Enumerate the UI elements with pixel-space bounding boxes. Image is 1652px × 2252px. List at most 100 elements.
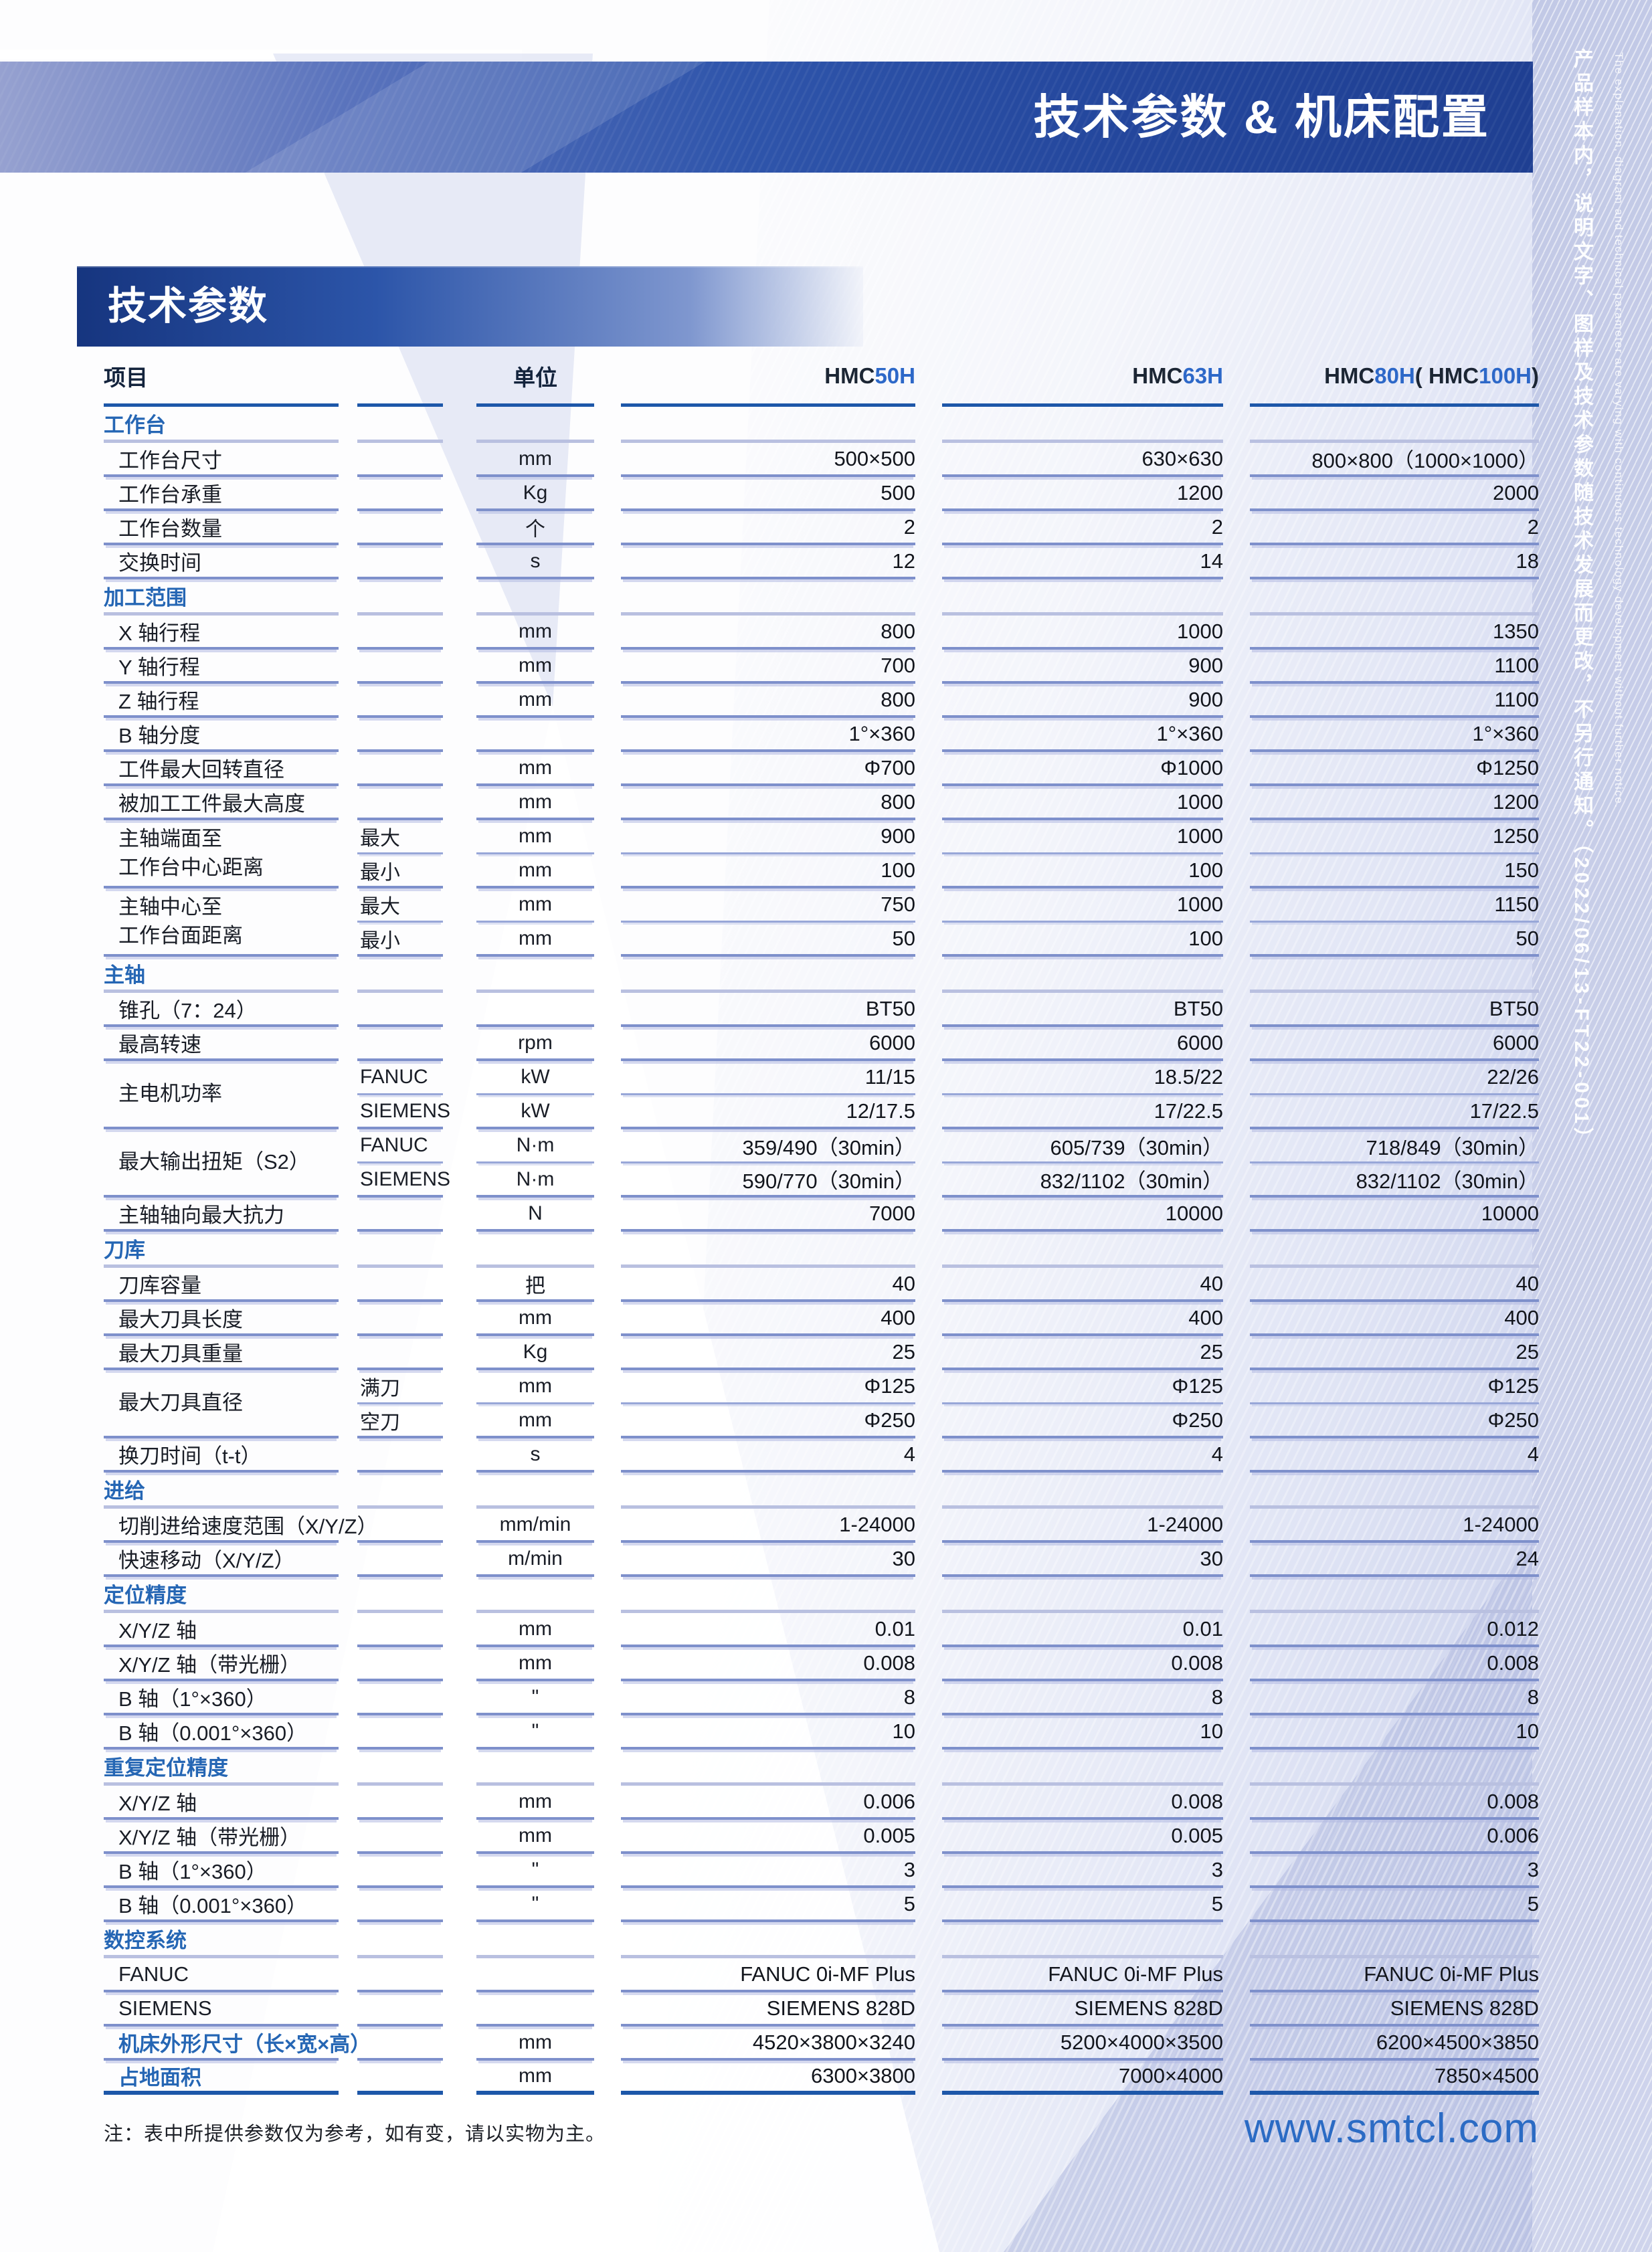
row-unit: N·m xyxy=(476,1129,594,1163)
table-row: 工作台承重 Kg 500 1200 2000 xyxy=(104,477,1539,511)
row-label: B 轴（1°×360） xyxy=(104,1854,339,1888)
row-value: 4520×3800×3240 xyxy=(621,2027,915,2061)
row-value: 5 xyxy=(1250,1888,1539,1922)
column-gap xyxy=(915,1336,942,1370)
row-label-line: 工作台面距离 xyxy=(118,924,243,947)
column-gap xyxy=(1223,1786,1250,1820)
row-sublabel xyxy=(357,1302,443,1336)
section-row: 数控系统 xyxy=(104,1922,1539,1958)
row-value: 605/739（30min） xyxy=(942,1129,1223,1163)
row-label: 刀库容量 xyxy=(104,1268,339,1302)
column-gap xyxy=(443,1715,476,1750)
column-gap xyxy=(443,348,476,407)
row-label-line: 主电机功率 xyxy=(118,1082,222,1106)
row-unit: mm xyxy=(476,1820,594,1854)
section-seg xyxy=(1250,957,1539,993)
website-link[interactable]: www.smtcl.com xyxy=(1244,2105,1539,2152)
row-value: 400 xyxy=(1250,1302,1539,1336)
column-gap xyxy=(915,752,942,786)
row-value: 7000×4000 xyxy=(942,2061,1223,2095)
column-gap xyxy=(443,1198,476,1232)
row-label: 工作台尺寸 xyxy=(104,443,339,477)
row-unit xyxy=(476,993,594,1027)
column-gap xyxy=(339,1888,357,1922)
row-label: X/Y/Z 轴 xyxy=(104,1786,339,1820)
column-gap xyxy=(339,1232,357,1268)
table-row: X 轴行程 mm 800 1000 1350 xyxy=(104,616,1539,650)
column-gap xyxy=(594,1198,621,1232)
column-gap xyxy=(594,752,621,786)
column-gap xyxy=(915,1681,942,1715)
column-gap xyxy=(915,1509,942,1543)
row-unit: 个 xyxy=(476,511,594,545)
column-gap xyxy=(1223,684,1250,718)
row-value: 0.008 xyxy=(621,1647,915,1681)
row-label: B 轴分度 xyxy=(104,718,339,752)
section-seg xyxy=(1250,1750,1539,1786)
column-gap xyxy=(339,684,357,718)
column-gap xyxy=(443,1232,476,1268)
section-seg xyxy=(621,1232,915,1268)
row-value: 25 xyxy=(621,1336,915,1370)
top-light-band xyxy=(0,50,522,59)
table-row-group: 最大输出扭矩（S2） FANUC N·m 359/490（30min） 605/739（… xyxy=(104,1129,1539,1198)
table-row: 快速移动（X/Y/Z） m/min 30 30 24 xyxy=(104,1543,1539,1577)
column-gap xyxy=(339,407,357,443)
column-gap xyxy=(443,1992,476,2027)
row-unit: mm xyxy=(476,1613,594,1647)
row-value: 18 xyxy=(1250,545,1539,579)
row-value: 0.01 xyxy=(942,1613,1223,1647)
page-banner: 技术参数 & 机床配置 xyxy=(0,62,1533,173)
row-unit xyxy=(476,718,594,752)
column-gap xyxy=(1223,1268,1250,1302)
column-gap xyxy=(339,1302,357,1336)
row-sublabel xyxy=(357,1854,443,1888)
column-gap xyxy=(915,348,942,407)
row-label: B 轴（0.001°×360） xyxy=(104,1888,339,1922)
column-gap xyxy=(915,650,942,684)
section-seg xyxy=(476,1750,594,1786)
table-row: Y 轴行程 mm 700 900 1100 xyxy=(104,650,1539,684)
row-unit: s xyxy=(476,545,594,579)
column-gap xyxy=(1223,1958,1250,1992)
row-value: 5 xyxy=(942,1888,1223,1922)
row-sublabel: 空刀 xyxy=(357,1404,443,1438)
row-unit: mm xyxy=(476,888,594,923)
column-gap xyxy=(1223,718,1250,752)
column-gap xyxy=(594,1647,621,1681)
section-seg xyxy=(1250,579,1539,616)
row-value: 0.008 xyxy=(1250,1647,1539,1681)
column-gap xyxy=(915,993,942,1027)
row-label: 占地面积 xyxy=(104,2061,339,2095)
row-sublabel xyxy=(357,545,443,579)
column-gap xyxy=(443,1854,476,1888)
column-gap xyxy=(339,1577,357,1613)
table-row: B 轴（0.001°×360） " 5 5 5 xyxy=(104,1888,1539,1922)
column-gap xyxy=(339,1613,357,1647)
table-row: 机床外形尺寸（长×宽×高） mm 4520×3800×3240 5200×4000×3… xyxy=(104,2027,1539,2061)
row-value: 750 xyxy=(621,888,915,923)
column-gap xyxy=(339,1438,357,1473)
row-sublabel xyxy=(357,2027,443,2061)
row-label: 被加工工件最大高度 xyxy=(104,786,339,820)
row-label-line: 最大输出扭矩（S2） xyxy=(118,1150,310,1174)
column-gap xyxy=(443,1613,476,1647)
row-value: SIEMENS 828D xyxy=(621,1992,915,2027)
row-value: 0.008 xyxy=(1250,1786,1539,1820)
row-value: 1000 xyxy=(942,786,1223,820)
row-value: 590/770（30min） xyxy=(621,1163,915,1198)
row-value: 1200 xyxy=(1250,786,1539,820)
footnote: 注：表中所提供参数仅为参考，如有变，请以实物为主。 xyxy=(104,2124,606,2145)
row-value: 832/1102（30min） xyxy=(1250,1163,1539,1198)
row-sublabel xyxy=(357,1268,443,1302)
section-seg xyxy=(621,1577,915,1613)
column-gap xyxy=(915,1302,942,1336)
column-gap xyxy=(443,650,476,684)
column-gap xyxy=(594,1854,621,1888)
table-row-group: 主轴端面至 工作台中心距离 最大 mm 900 1000 1250 最小 mm 100 100 150 xyxy=(104,820,1539,888)
column-gap xyxy=(339,1647,357,1681)
column-gap xyxy=(915,407,942,443)
column-gap xyxy=(915,1888,942,1922)
section-seg xyxy=(621,1750,915,1786)
